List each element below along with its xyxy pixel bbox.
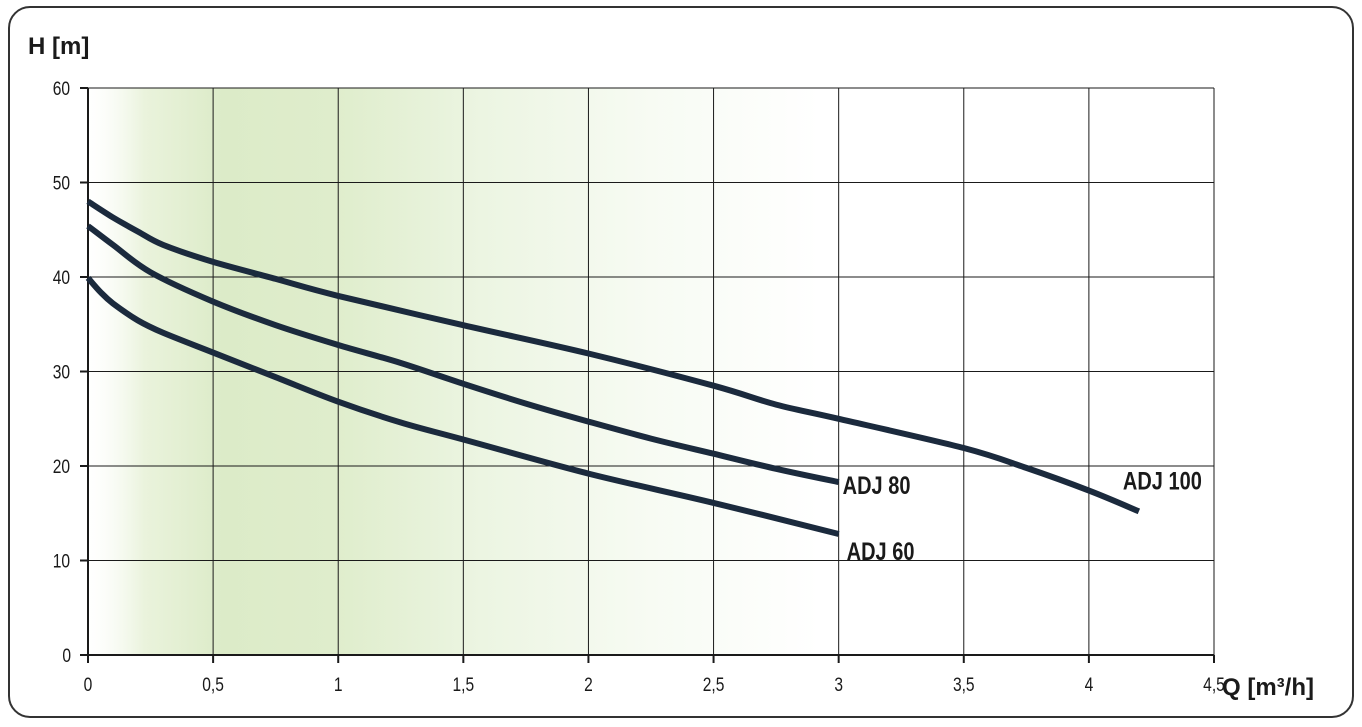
chart-frame [8, 6, 1354, 718]
x-tick-label: 3 [834, 674, 843, 696]
y-tick-label: 30 [53, 361, 70, 383]
y-tick-label: 50 [53, 172, 70, 194]
series-line-adj-60 [85, 275, 840, 537]
x-tick-label: 1 [334, 674, 343, 696]
x-tick-label: 0,5 [202, 674, 224, 696]
x-tick-label: 3,5 [953, 674, 975, 696]
x-tick-label: 1,5 [453, 674, 475, 696]
x-tick-label: 4 [1085, 674, 1094, 696]
y-tick-label: 20 [53, 456, 70, 478]
series-labels: ADJ 100 ADJ 80 ADJ 60 [843, 467, 1202, 565]
series-line-adj-80 [86, 223, 840, 486]
y-axis-title: H [m] [28, 33, 89, 60]
x-tick-label: 4,5 [1203, 674, 1225, 696]
x-tick-label: 2,5 [703, 674, 725, 696]
y-tick-label: 60 [53, 78, 70, 100]
x-tick-label: 2 [584, 674, 593, 696]
tick-labels: 0 0,5 1 1,5 2 2,5 3 3,5 4 4,5 0 10 20 30 40 50 60 [53, 78, 1225, 696]
series-label-adj-100: ADJ 100 [1123, 467, 1202, 495]
x-axis-title: Q [m³/h] [1222, 674, 1314, 701]
series-label-adj-60: ADJ 60 [847, 538, 915, 566]
axes [80, 87, 1215, 663]
y-tick-label: 10 [53, 550, 70, 572]
x-tick-label: 0 [84, 674, 93, 696]
y-tick-label: 0 [62, 645, 71, 667]
series-line-adj-100 [86, 198, 1141, 515]
series-group [85, 198, 1141, 537]
series-label-adj-80: ADJ 80 [843, 472, 911, 500]
y-tick-label: 40 [53, 267, 70, 289]
